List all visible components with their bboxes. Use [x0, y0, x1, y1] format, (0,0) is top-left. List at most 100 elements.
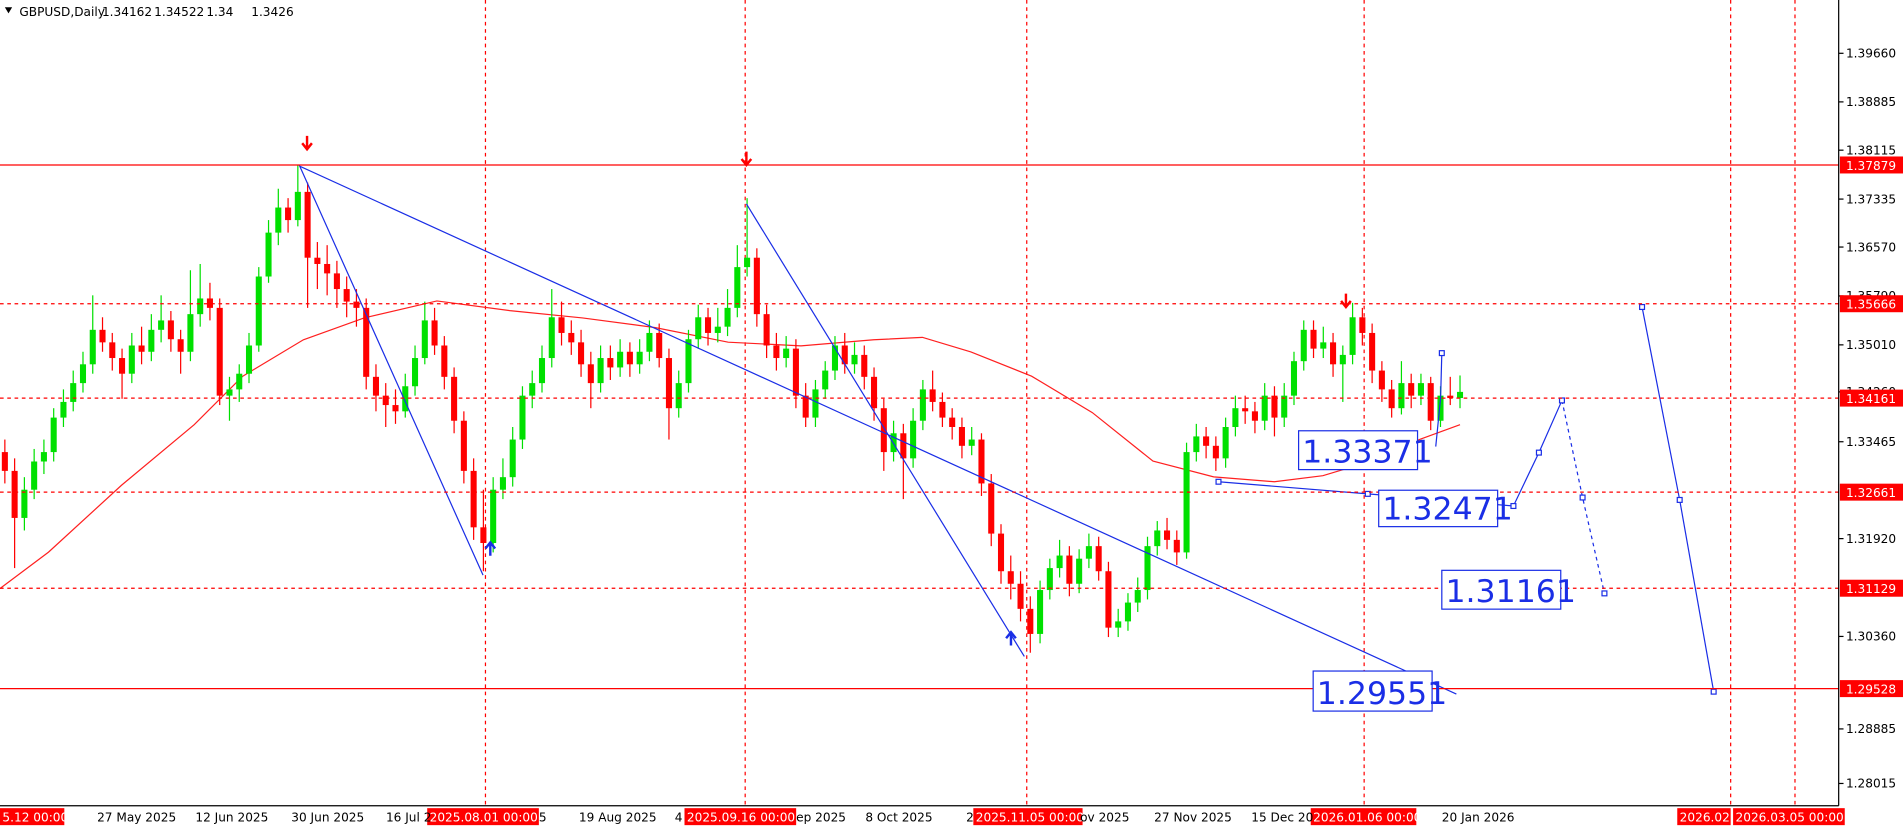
candle-body — [617, 351, 624, 368]
candle-body — [597, 358, 604, 384]
candle-body — [1437, 395, 1444, 421]
candle-body — [880, 408, 887, 453]
x-tick-label: 5 — [539, 811, 547, 825]
level-label: 1.32661 — [1846, 486, 1896, 500]
candle-body — [128, 345, 135, 374]
candle-body — [431, 320, 438, 346]
candle-body — [89, 329, 96, 365]
x-marker-label: 5.12 00:00 — [2, 811, 68, 825]
candle-body — [167, 320, 174, 340]
candle-body — [206, 298, 213, 308]
y-tick-label: 1.30360 — [1846, 630, 1896, 644]
annotation-box — [1378, 489, 1499, 528]
candle-body — [841, 345, 848, 365]
candle-body — [636, 351, 643, 365]
candle-body — [1, 452, 8, 471]
candle-body — [11, 470, 18, 518]
candle-body — [1271, 395, 1278, 418]
arrow-down — [1340, 293, 1352, 309]
x-tick-label: 8 Oct 2025 — [865, 811, 932, 825]
x-marker-label: 2025.08.01 00:00 — [430, 811, 538, 825]
y-tick-label: 1.38885 — [1846, 95, 1896, 109]
candle-body — [744, 257, 751, 268]
candle-body — [1115, 621, 1122, 628]
candle-body — [21, 489, 28, 518]
trend-line — [298, 165, 1457, 695]
x-tick-label: 12 Jun 2025 — [195, 811, 268, 825]
candle-body — [695, 317, 702, 340]
candle-body — [382, 395, 389, 406]
candle-body — [568, 332, 575, 343]
candle-body — [997, 533, 1005, 572]
candle-body — [353, 301, 360, 308]
candle-body — [1173, 539, 1180, 553]
x-marker-box — [973, 808, 1083, 826]
open-value: 1.34162 — [102, 5, 152, 19]
candle-body — [929, 389, 936, 402]
candle-body — [607, 358, 614, 368]
candle-body — [734, 267, 741, 308]
candle-body — [1417, 383, 1424, 396]
candle-body — [753, 257, 760, 315]
candle-body — [1163, 530, 1171, 540]
candle-body — [31, 461, 38, 490]
axes: 1.396601.388851.381151.373351.365701.357… — [0, 47, 1903, 826]
x-tick-label: 16 Jul 2 — [386, 811, 431, 825]
candle-body — [158, 320, 165, 330]
candle-body — [470, 470, 477, 528]
node — [1639, 303, 1646, 311]
candle-body — [792, 348, 799, 396]
candle-body — [949, 417, 956, 428]
candle-body — [861, 354, 868, 377]
node — [1710, 688, 1717, 695]
analysis-lines — [298, 165, 1717, 695]
candle-body — [275, 207, 282, 233]
candle-body — [109, 342, 116, 359]
candle-body — [665, 358, 672, 409]
annotation-box — [1441, 569, 1562, 610]
close-value: 1.3426 — [251, 5, 293, 19]
level-label-box — [1839, 579, 1903, 597]
level-label: 1.34161 — [1846, 392, 1896, 406]
candle-body — [1290, 361, 1298, 396]
candle-body — [177, 339, 184, 352]
candle-body — [783, 348, 790, 359]
candle-body — [441, 345, 448, 377]
candle-body — [333, 273, 340, 290]
candle-body — [460, 420, 467, 471]
x-marker-label: 2025.09.16 00:00 — [687, 811, 795, 825]
arrow-down — [301, 135, 313, 152]
x-marker-box — [1310, 808, 1417, 826]
candle-body — [1056, 555, 1063, 569]
candle-body — [226, 389, 233, 396]
candle-body — [236, 373, 243, 390]
arrow-up — [1005, 630, 1017, 646]
candle-body — [1193, 436, 1200, 453]
candle-body — [1427, 383, 1434, 421]
candle-body — [1027, 608, 1034, 634]
level-label: 1.37879 — [1846, 159, 1896, 173]
x-tick-label: 30 Jun 2025 — [291, 811, 364, 825]
level-label: 1.31129 — [1846, 582, 1896, 596]
x-marker-label: 2025.11.05 00:00 — [976, 811, 1084, 825]
candle-body — [1330, 342, 1337, 365]
candle-body — [763, 314, 770, 346]
candle-body — [773, 345, 780, 359]
annotations: 1.33371 1.32471 1.31161 1.29551 — [1297, 430, 1576, 712]
x-tick-label: 27 May 2025 — [97, 811, 176, 825]
candle-body — [831, 345, 839, 371]
candle-body — [294, 191, 301, 221]
candle-body — [675, 383, 682, 409]
candle-body — [1183, 452, 1190, 553]
candle-body — [1447, 395, 1454, 399]
candle-body — [851, 354, 858, 365]
candle-body — [1339, 354, 1346, 365]
candle-body — [1242, 408, 1249, 412]
node — [1364, 490, 1371, 497]
candle-body — [285, 207, 292, 221]
candle-body — [1300, 329, 1307, 362]
node — [1601, 590, 1608, 597]
y-tick-label: 1.39660 — [1846, 47, 1896, 61]
candle-body — [363, 307, 370, 377]
